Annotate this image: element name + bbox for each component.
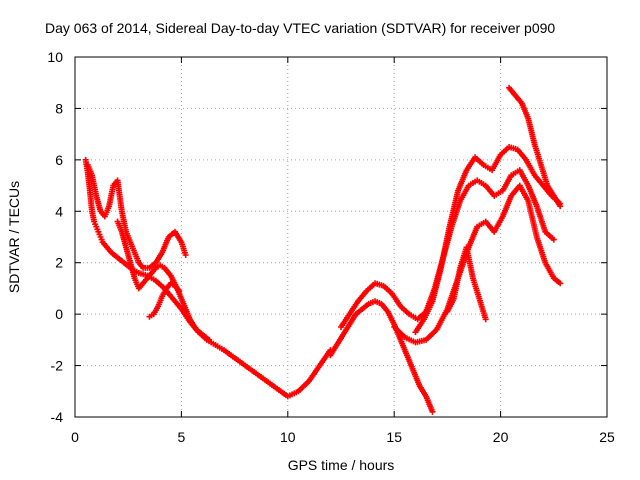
y-tick-label: 10 <box>47 49 63 65</box>
y-tick-label: 0 <box>55 306 63 322</box>
grid-lines <box>75 57 607 417</box>
data-point <box>482 316 489 323</box>
y-tick-label: 8 <box>55 100 63 116</box>
x-tick-label: 20 <box>493 429 509 445</box>
y-tick-label: 2 <box>55 255 63 271</box>
series-track-3 <box>114 218 213 343</box>
axis-ticks: 0 5 10 15 20 25 -4 -2 0 2 4 6 8 10 <box>47 49 615 445</box>
y-axis-label: SDTVAR / TECUs <box>6 181 22 293</box>
data-points <box>82 84 564 415</box>
x-tick-label: 0 <box>71 429 79 445</box>
x-axis-label: GPS time / hours <box>288 457 395 473</box>
series-track-2 <box>84 162 189 271</box>
series-track-9 <box>444 244 489 323</box>
data-point <box>182 252 189 258</box>
series-track-8 <box>412 144 564 336</box>
data-point <box>557 203 564 210</box>
data-point <box>176 288 183 294</box>
x-tick-label: 25 <box>599 429 615 445</box>
y-tick-label: -2 <box>51 358 64 374</box>
y-tick-label: 6 <box>55 152 63 168</box>
data-point <box>557 280 564 287</box>
data-point <box>206 336 213 343</box>
plot-frame <box>74 56 608 418</box>
data-point <box>550 236 557 243</box>
chart-title: Day 063 of 2014, Sidereal Day-to-day VTE… <box>45 20 555 36</box>
x-tick-label: 15 <box>386 429 402 445</box>
series-track-4 <box>146 280 183 320</box>
x-tick-label: 5 <box>178 429 186 445</box>
data-point <box>429 408 436 415</box>
y-tick-label: -4 <box>51 409 64 425</box>
x-tick-label: 10 <box>280 429 296 445</box>
series-track-10 <box>506 84 564 210</box>
y-tick-label: 4 <box>55 203 63 219</box>
